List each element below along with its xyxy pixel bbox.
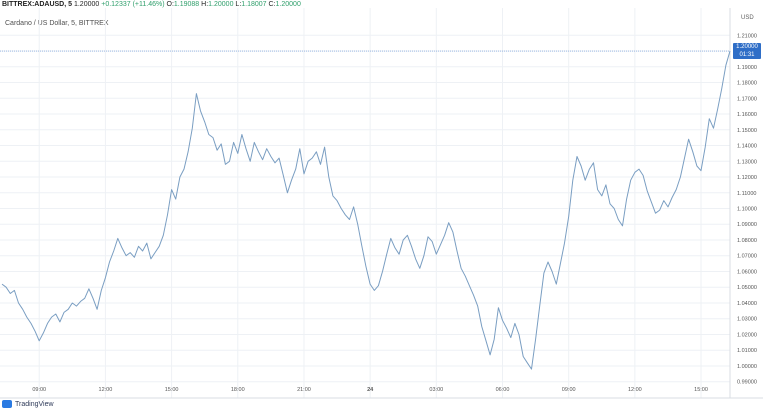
y-tick-label: 1.11000 bbox=[737, 191, 756, 197]
y-tick-label: 1.08000 bbox=[737, 238, 757, 244]
x-tick-label: 18:00 bbox=[231, 387, 245, 393]
high-label: H: bbox=[201, 1, 209, 8]
price-tag-value: 1.20000 bbox=[736, 44, 758, 51]
axis-unit: USD bbox=[741, 15, 754, 21]
x-tick-label: 15:00 bbox=[165, 387, 179, 393]
y-tick-label: 1.18000 bbox=[737, 81, 757, 87]
x-tick-label: 21:00 bbox=[297, 387, 311, 393]
chart-header: BITTREX:ADAUSD, 5 1.20000 +0.12337 (+11.… bbox=[2, 1, 301, 8]
x-tick-label: 12:00 bbox=[628, 387, 642, 393]
y-tick-label: 1.13000 bbox=[737, 159, 757, 165]
open-label: O: bbox=[166, 1, 174, 8]
low-value: 1.18007 bbox=[241, 1, 267, 8]
time-axis: 09:00 12:00 15:00 18:00 21:00 24 03:00 06:00 09:… bbox=[0, 387, 763, 399]
footer-brand[interactable]: TradingView bbox=[2, 400, 54, 408]
y-tick-label: 1.21000 bbox=[737, 33, 757, 39]
x-tick-label: 12:00 bbox=[99, 387, 113, 393]
y-tick-label: 1.02000 bbox=[737, 332, 757, 338]
y-tick-label: 1.09000 bbox=[737, 222, 757, 228]
symbol-label[interactable]: BITTREX:ADAUSD, 5 bbox=[2, 1, 73, 8]
high-value: 1.20000 bbox=[208, 1, 234, 8]
close-label: C: bbox=[268, 1, 276, 8]
x-tick-label: 24 bbox=[367, 387, 374, 393]
x-tick-label: 15:00 bbox=[694, 387, 708, 393]
price-axis: 0.99000 1.00000 1.01000 1.02000 1.03000 1.040… bbox=[729, 8, 757, 398]
brand-label: TradingView bbox=[15, 400, 54, 408]
x-tick-label: 09:00 bbox=[32, 387, 46, 393]
last-price: 1.20000 bbox=[73, 1, 100, 8]
x-tick-label: 03:00 bbox=[429, 387, 443, 393]
x-tick-label: 06:00 bbox=[496, 387, 510, 393]
y-tick-label: 1.16000 bbox=[737, 112, 757, 118]
price-tag-countdown: 01:31 bbox=[739, 52, 755, 59]
y-tick-label: 1.06000 bbox=[737, 269, 757, 275]
y-tick-label: 1.04000 bbox=[737, 301, 757, 307]
y-tick-label: 1.17000 bbox=[737, 96, 757, 102]
y-tick-label: 1.12000 bbox=[737, 175, 757, 181]
chart-subtitle: Cardano / US Dollar, 5, BITTREX bbox=[5, 20, 109, 27]
y-tick-label: 1.05000 bbox=[737, 285, 757, 291]
y-tick-label: 0.99000 bbox=[737, 380, 757, 386]
price-series-line bbox=[1, 50, 731, 370]
series-group bbox=[0, 50, 731, 370]
close-value: 1.20000 bbox=[275, 1, 301, 8]
last-price-tag: 1.20000 01:31 bbox=[733, 43, 761, 60]
chart-grid bbox=[0, 8, 730, 398]
x-tick-label: 09:00 bbox=[562, 387, 576, 393]
price-change: +0.12337 (+11.46%) bbox=[101, 1, 165, 8]
y-tick-label: 1.07000 bbox=[737, 254, 757, 260]
y-tick-label: 1.19000 bbox=[737, 65, 757, 71]
low-label: L: bbox=[235, 1, 242, 8]
y-tick-label: 1.01000 bbox=[737, 348, 757, 354]
open-value: 1.19088 bbox=[173, 1, 200, 8]
y-tick-label: 1.15000 bbox=[737, 128, 757, 134]
tradingview-logo-icon bbox=[2, 400, 12, 408]
y-tick-label: 1.10000 bbox=[737, 207, 757, 213]
y-tick-label: 1.14000 bbox=[737, 144, 757, 150]
y-tick-label: 1.00000 bbox=[737, 364, 757, 370]
y-tick-label: 1.03000 bbox=[737, 317, 757, 323]
